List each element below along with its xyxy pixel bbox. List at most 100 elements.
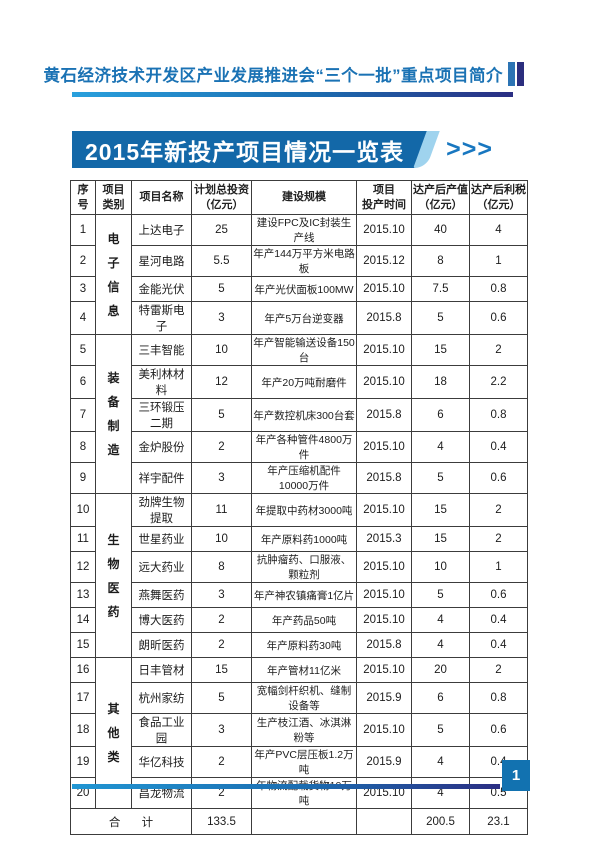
cell-index: 14 bbox=[70, 607, 96, 633]
cell-output-value: 5 bbox=[411, 713, 470, 747]
cell-project-name: 世星药业 bbox=[131, 526, 192, 552]
cell-scale: 建设FPC及IC封装生产线 bbox=[251, 214, 357, 246]
table-row: 5 装备制造 三丰智能 10 年产智能输送设备150台 2015.10 15 2 bbox=[70, 334, 528, 494]
cell-scale: 生产枝江酒、冰淇淋粉等 bbox=[251, 713, 357, 747]
table-row: 1 电子信息 上达电子 25 建设FPC及IC封装生产线 2015.10 40 4 bbox=[70, 214, 528, 335]
cell-investment: 3 bbox=[191, 582, 252, 608]
cell-output-value: 5 bbox=[411, 301, 470, 335]
cell-index: 2 bbox=[70, 245, 96, 277]
cell-output-value: 20 bbox=[411, 657, 470, 683]
table-row: 15 朗昕医药 2 年产原料药30吨 2015.8 4 0.4 bbox=[70, 632, 528, 658]
cell-output-value: 7.5 bbox=[411, 276, 470, 302]
cell-investment: 3 bbox=[191, 713, 252, 747]
cell-project-name: 金炉股份 bbox=[131, 431, 192, 463]
cell-index: 4 bbox=[70, 301, 96, 335]
cell-index: 18 bbox=[70, 713, 96, 747]
cell-profit-tax: 0.4 bbox=[469, 607, 528, 633]
table-row: 18 食品工业园 3 生产枝江酒、冰淇淋粉等 2015.10 5 0.6 bbox=[70, 713, 528, 747]
accent-bar-dark bbox=[517, 62, 524, 86]
cell-production-time: 2015.10 bbox=[356, 582, 412, 608]
accent-bar-light bbox=[508, 62, 515, 86]
cell-category: 电子信息 bbox=[95, 214, 132, 335]
cell-scale: 宽幅剑杆织机、缝制设备等 bbox=[251, 682, 357, 714]
cell-project-name: 特雷斯电子 bbox=[131, 301, 192, 335]
cell-index: 9 bbox=[70, 462, 96, 494]
cell-profit-tax: 0.4 bbox=[469, 632, 528, 658]
cell-production-time: 2015.10 bbox=[356, 493, 412, 527]
cell-index: 10 bbox=[70, 493, 96, 527]
cell-project-name: 燕舞医药 bbox=[131, 582, 192, 608]
cell-scale: 年产原料药30吨 bbox=[251, 632, 357, 658]
table-row: 2 星河电路 5.5 年产144万平方米电路板 2015.12 8 1 bbox=[70, 245, 528, 277]
cell-investment: 2 bbox=[191, 607, 252, 633]
cell-profit-tax: 0.4 bbox=[469, 431, 528, 463]
cell-project-name: 上达电子 bbox=[131, 214, 192, 246]
cell-project-name: 华亿科技 bbox=[131, 746, 192, 778]
cell-investment: 10 bbox=[191, 526, 252, 552]
cell-output-value: 15 bbox=[411, 526, 470, 552]
cell-investment: 5 bbox=[191, 398, 252, 432]
total-time bbox=[356, 808, 412, 835]
cell-profit-tax: 2 bbox=[469, 657, 528, 683]
cell-production-time: 2015.8 bbox=[356, 301, 412, 335]
table-header: 序 号 项目 类别 项目名称 计划总投资 （亿元） 建设规模 项目 投产时间 达… bbox=[70, 180, 528, 215]
cell-scale: 年产5万台逆变器 bbox=[251, 301, 357, 335]
cell-production-time: 2015.8 bbox=[356, 398, 412, 432]
cell-profit-tax: 0.6 bbox=[469, 462, 528, 494]
cell-scale: 年产管材11亿米 bbox=[251, 657, 357, 683]
table-row: 14 博大医药 2 年产药品50吨 2015.10 4 0.4 bbox=[70, 607, 528, 633]
table-total-row: 合 计 133.5 200.5 23.1 bbox=[70, 808, 528, 835]
cell-investment: 2 bbox=[191, 632, 252, 658]
cell-output-value: 5 bbox=[411, 462, 470, 494]
cell-project-name: 食品工业园 bbox=[131, 713, 192, 747]
cell-scale: 抗肿瘤药、口服液、颗粒剂 bbox=[251, 551, 357, 583]
cell-index: 1 bbox=[70, 214, 96, 246]
cell-index: 17 bbox=[70, 682, 96, 714]
col-header-index: 序 号 bbox=[70, 180, 96, 215]
col-header-category: 项目 类别 bbox=[95, 180, 132, 215]
cell-profit-tax: 0.6 bbox=[469, 582, 528, 608]
cell-project-name: 昌龙物流 bbox=[131, 777, 192, 809]
cell-investment: 3 bbox=[191, 462, 252, 494]
cell-production-time: 2015.10 bbox=[356, 214, 412, 246]
cell-project-name: 博大医药 bbox=[131, 607, 192, 633]
page-header: 黄石经济技术开发区产业发展推进会“三个一批”重点项目简介 bbox=[44, 62, 524, 86]
cell-project-name: 祥宇配件 bbox=[131, 462, 192, 494]
table-row: 9 祥宇配件 3 年产压缩机配件10000万件 2015.8 5 0.6 bbox=[70, 462, 528, 494]
cell-investment: 11 bbox=[191, 493, 252, 527]
cell-profit-tax: 1 bbox=[469, 245, 528, 277]
cell-production-time: 2015.10 bbox=[356, 713, 412, 747]
cell-scale: 年产PVC层压板1.2万吨 bbox=[251, 746, 357, 778]
cell-project-name: 星河电路 bbox=[131, 245, 192, 277]
cell-profit-tax: 4 bbox=[469, 214, 528, 246]
cell-output-value: 4 bbox=[411, 607, 470, 633]
cell-index: 20 bbox=[70, 777, 96, 809]
cell-output-value: 6 bbox=[411, 682, 470, 714]
table-body: 1 电子信息 上达电子 25 建设FPC及IC封装生产线 2015.10 40 4… bbox=[70, 214, 528, 809]
cell-scale: 年产数控机床300台套 bbox=[251, 398, 357, 432]
table-row: 3 金能光伏 5 年产光伏面板100MW 2015.10 7.5 0.8 bbox=[70, 276, 528, 302]
cell-category: 生物医药 bbox=[95, 493, 132, 658]
cell-output-value: 4 bbox=[411, 777, 470, 809]
cell-output-value: 6 bbox=[411, 398, 470, 432]
total-output: 200.5 bbox=[411, 808, 470, 835]
cell-production-time: 2015.8 bbox=[356, 632, 412, 658]
table-footer: 合 计 133.5 200.5 23.1 bbox=[70, 808, 528, 835]
cell-investment: 5 bbox=[191, 682, 252, 714]
total-investment: 133.5 bbox=[191, 808, 252, 835]
cell-index: 7 bbox=[70, 398, 96, 432]
cell-output-value: 4 bbox=[411, 632, 470, 658]
cell-production-time: 2015.3 bbox=[356, 526, 412, 552]
cell-investment: 10 bbox=[191, 334, 252, 366]
page-number-badge: 1 bbox=[502, 760, 530, 791]
cell-category: 其他类 bbox=[95, 657, 132, 809]
cell-profit-tax: 2.2 bbox=[469, 365, 528, 399]
cell-category: 装备制造 bbox=[95, 334, 132, 494]
header-divider-line bbox=[72, 92, 513, 97]
table-row: 12 远大药业 8 抗肿瘤药、口服液、颗粒剂 2015.10 10 1 bbox=[70, 551, 528, 583]
cell-project-name: 远大药业 bbox=[131, 551, 192, 583]
cell-profit-tax: 2 bbox=[469, 334, 528, 366]
cell-index: 16 bbox=[70, 657, 96, 683]
cell-scale: 年产20万吨耐磨件 bbox=[251, 365, 357, 399]
cell-scale: 年产原料药1000吨 bbox=[251, 526, 357, 552]
